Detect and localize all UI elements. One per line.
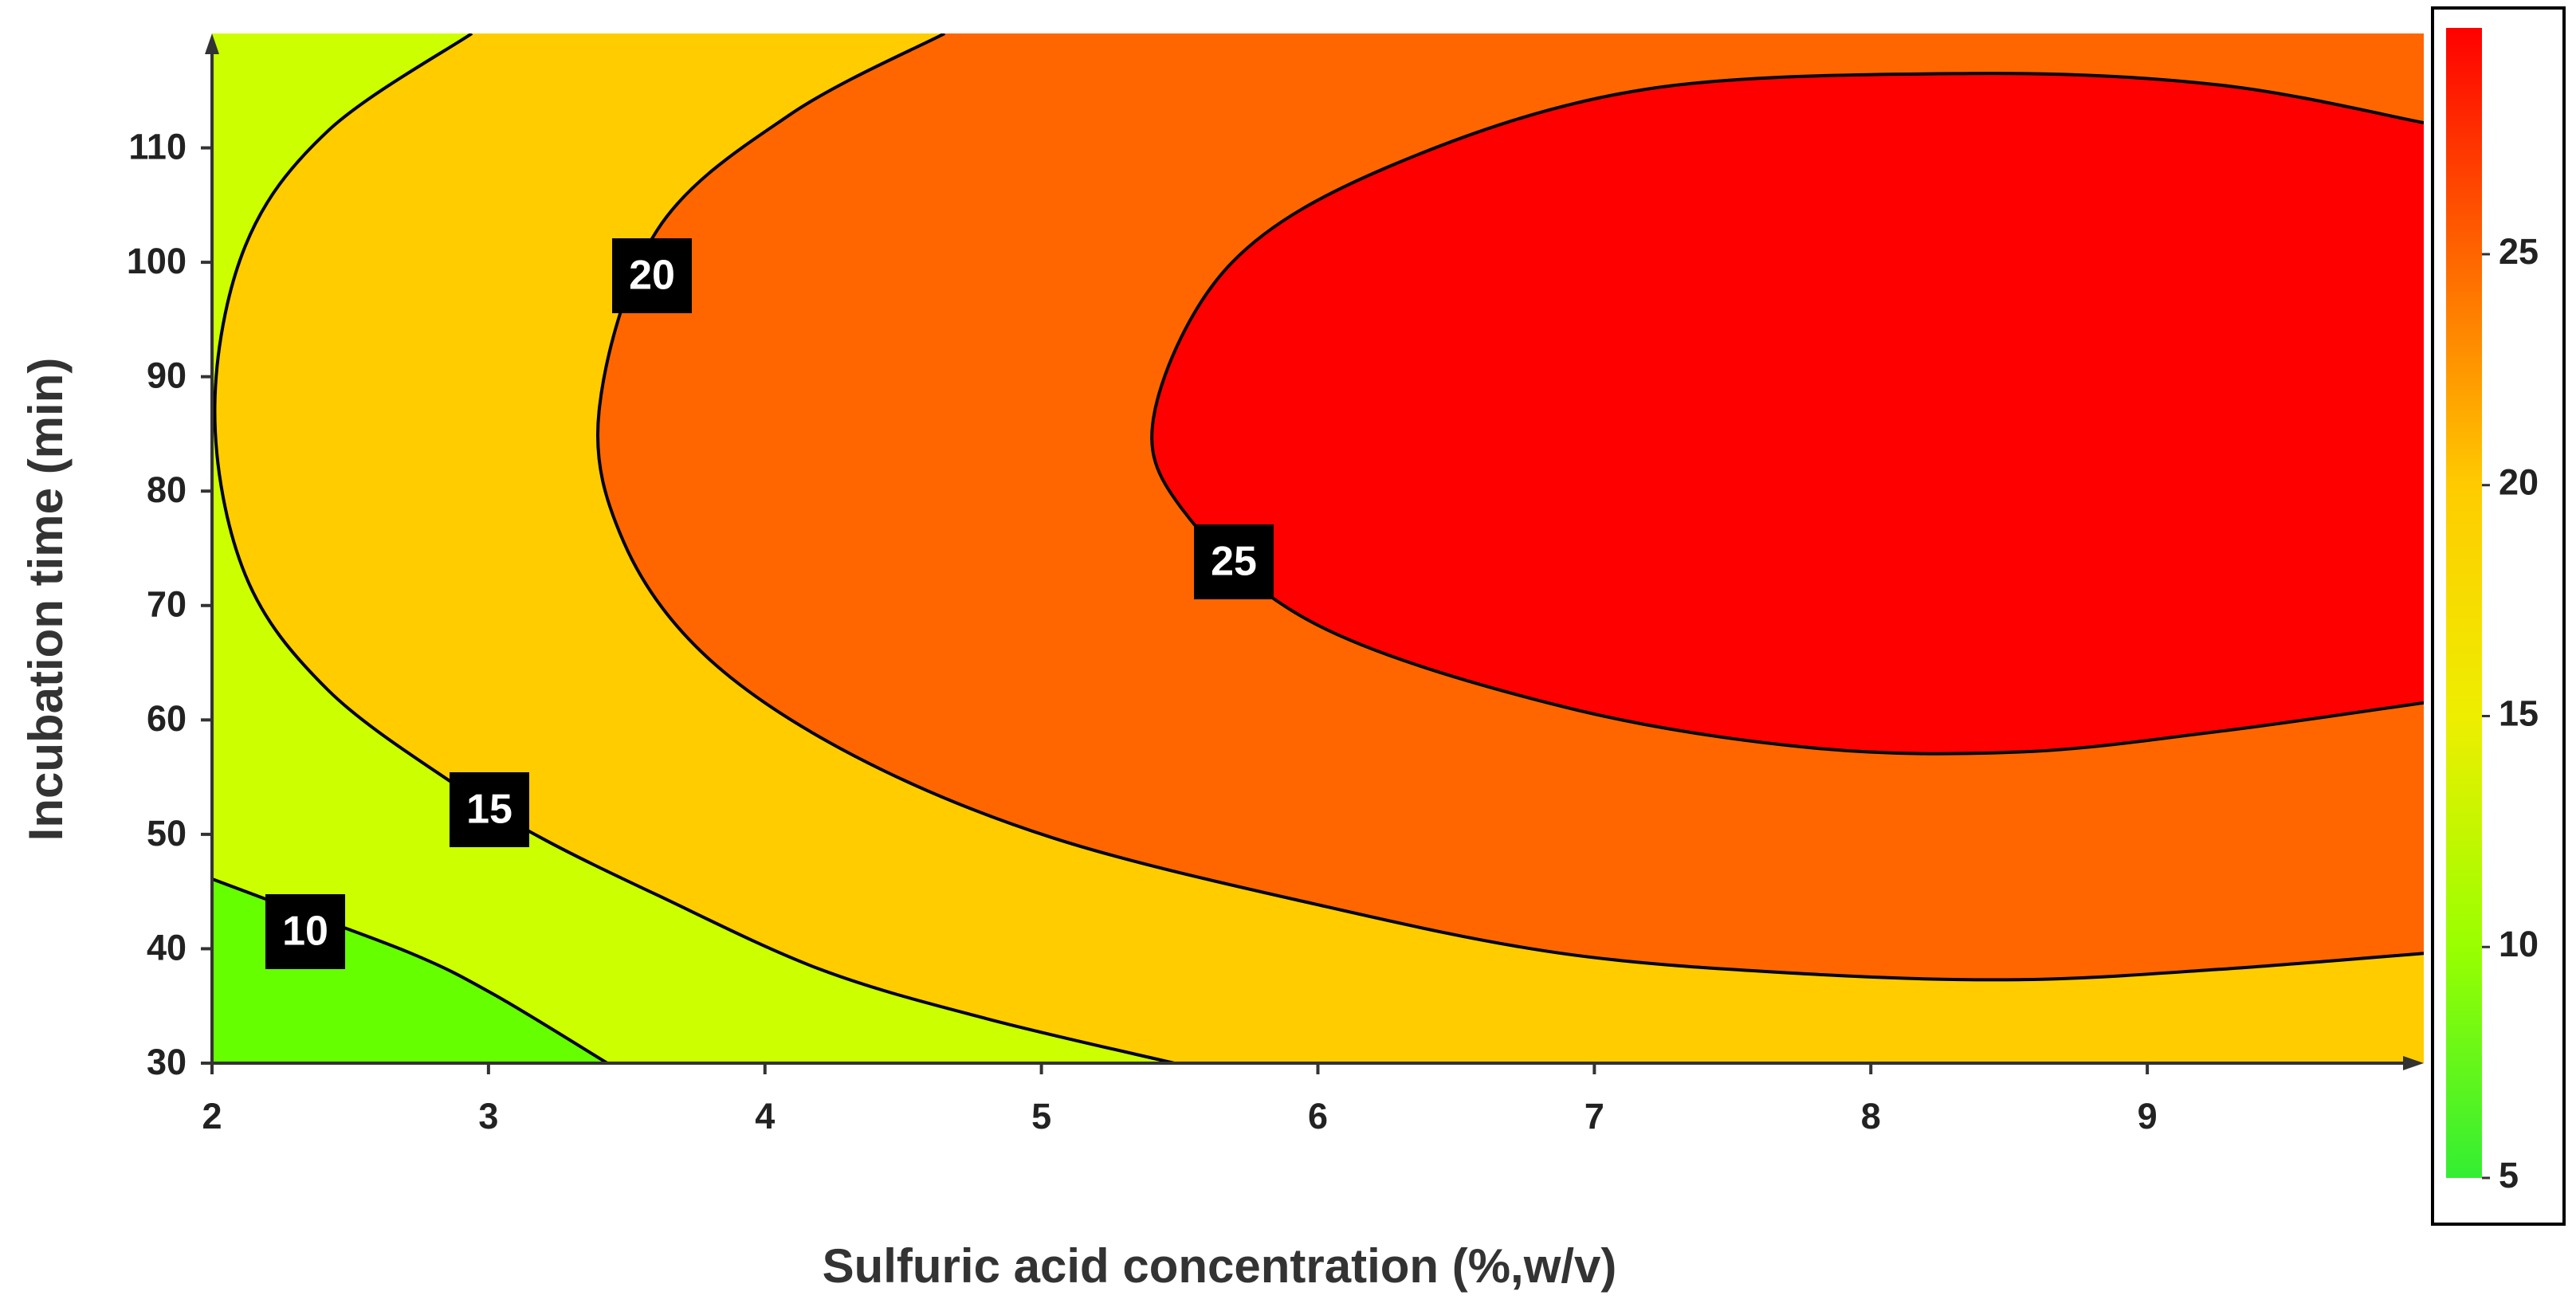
y-tick-label: 50	[147, 813, 187, 854]
y-tick-label: 70	[147, 584, 187, 625]
y-tick-label: 60	[147, 698, 187, 739]
x-tick-label: 8	[1861, 1096, 1881, 1136]
x-axis-title: Sulfuric acid concentration (%,w/v)	[823, 1239, 1617, 1293]
x-tick-label: 2	[202, 1096, 222, 1136]
colorbar-tick-label: 5	[2499, 1155, 2519, 1195]
contour-label: 20	[629, 253, 675, 299]
contour-line	[1150, 72, 2424, 756]
y-tick-label: 80	[147, 469, 187, 510]
x-tick-label: 9	[2138, 1096, 2158, 1136]
contour-label: 15	[466, 787, 512, 833]
x-tick-label: 5	[1031, 1096, 1051, 1136]
x-tick-label: 7	[1584, 1096, 1604, 1136]
y-axis-title: Incubation time (min)	[19, 358, 73, 842]
contour-line	[212, 877, 609, 1063]
colorbar-tick-label: 25	[2499, 231, 2539, 272]
y-tick-label: 40	[147, 927, 187, 968]
contour-label: 25	[1211, 539, 1257, 585]
contour-label: 10	[282, 909, 328, 955]
y-tick-label: 90	[147, 355, 187, 396]
contour-fills	[212, 33, 2424, 1063]
axes	[201, 33, 2424, 1074]
contour-region	[1152, 73, 2424, 754]
contour-label-box	[1194, 524, 1274, 599]
x-tick-label: 6	[1308, 1096, 1328, 1136]
x-tick-label: 4	[755, 1096, 775, 1136]
colorbar-frame	[2431, 6, 2566, 1226]
x-axis-arrow	[2403, 1056, 2424, 1070]
x-tick-label: 3	[478, 1096, 498, 1136]
y-tick-label: 100	[127, 241, 187, 281]
colorbar-tick-label: 15	[2499, 693, 2539, 733]
contour-label-box	[612, 238, 692, 313]
colorbar	[2446, 28, 2482, 1178]
y-axis-arrow	[205, 33, 219, 54]
contour-line	[213, 33, 1175, 1063]
y-tick-label: 110	[128, 126, 187, 167]
y-tick-label: 30	[147, 1042, 187, 1082]
colorbar-tick-label: 20	[2499, 462, 2539, 503]
contour-label-box	[450, 772, 529, 847]
colorbar-tick-label: 10	[2499, 924, 2539, 964]
contour-label-box	[265, 894, 345, 969]
